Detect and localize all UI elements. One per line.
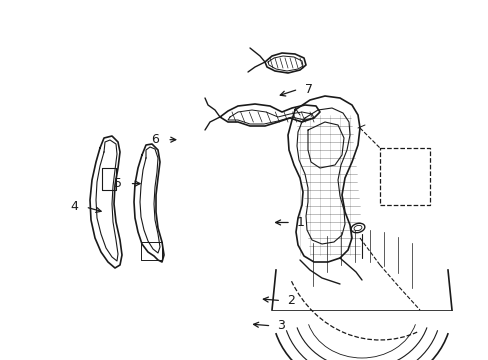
Text: 3: 3: [277, 319, 285, 332]
Text: 5: 5: [114, 177, 122, 190]
Text: 6: 6: [151, 133, 159, 146]
Text: 4: 4: [70, 201, 78, 213]
Text: 2: 2: [286, 294, 294, 307]
Text: 7: 7: [305, 83, 312, 96]
Text: 1: 1: [296, 216, 304, 229]
